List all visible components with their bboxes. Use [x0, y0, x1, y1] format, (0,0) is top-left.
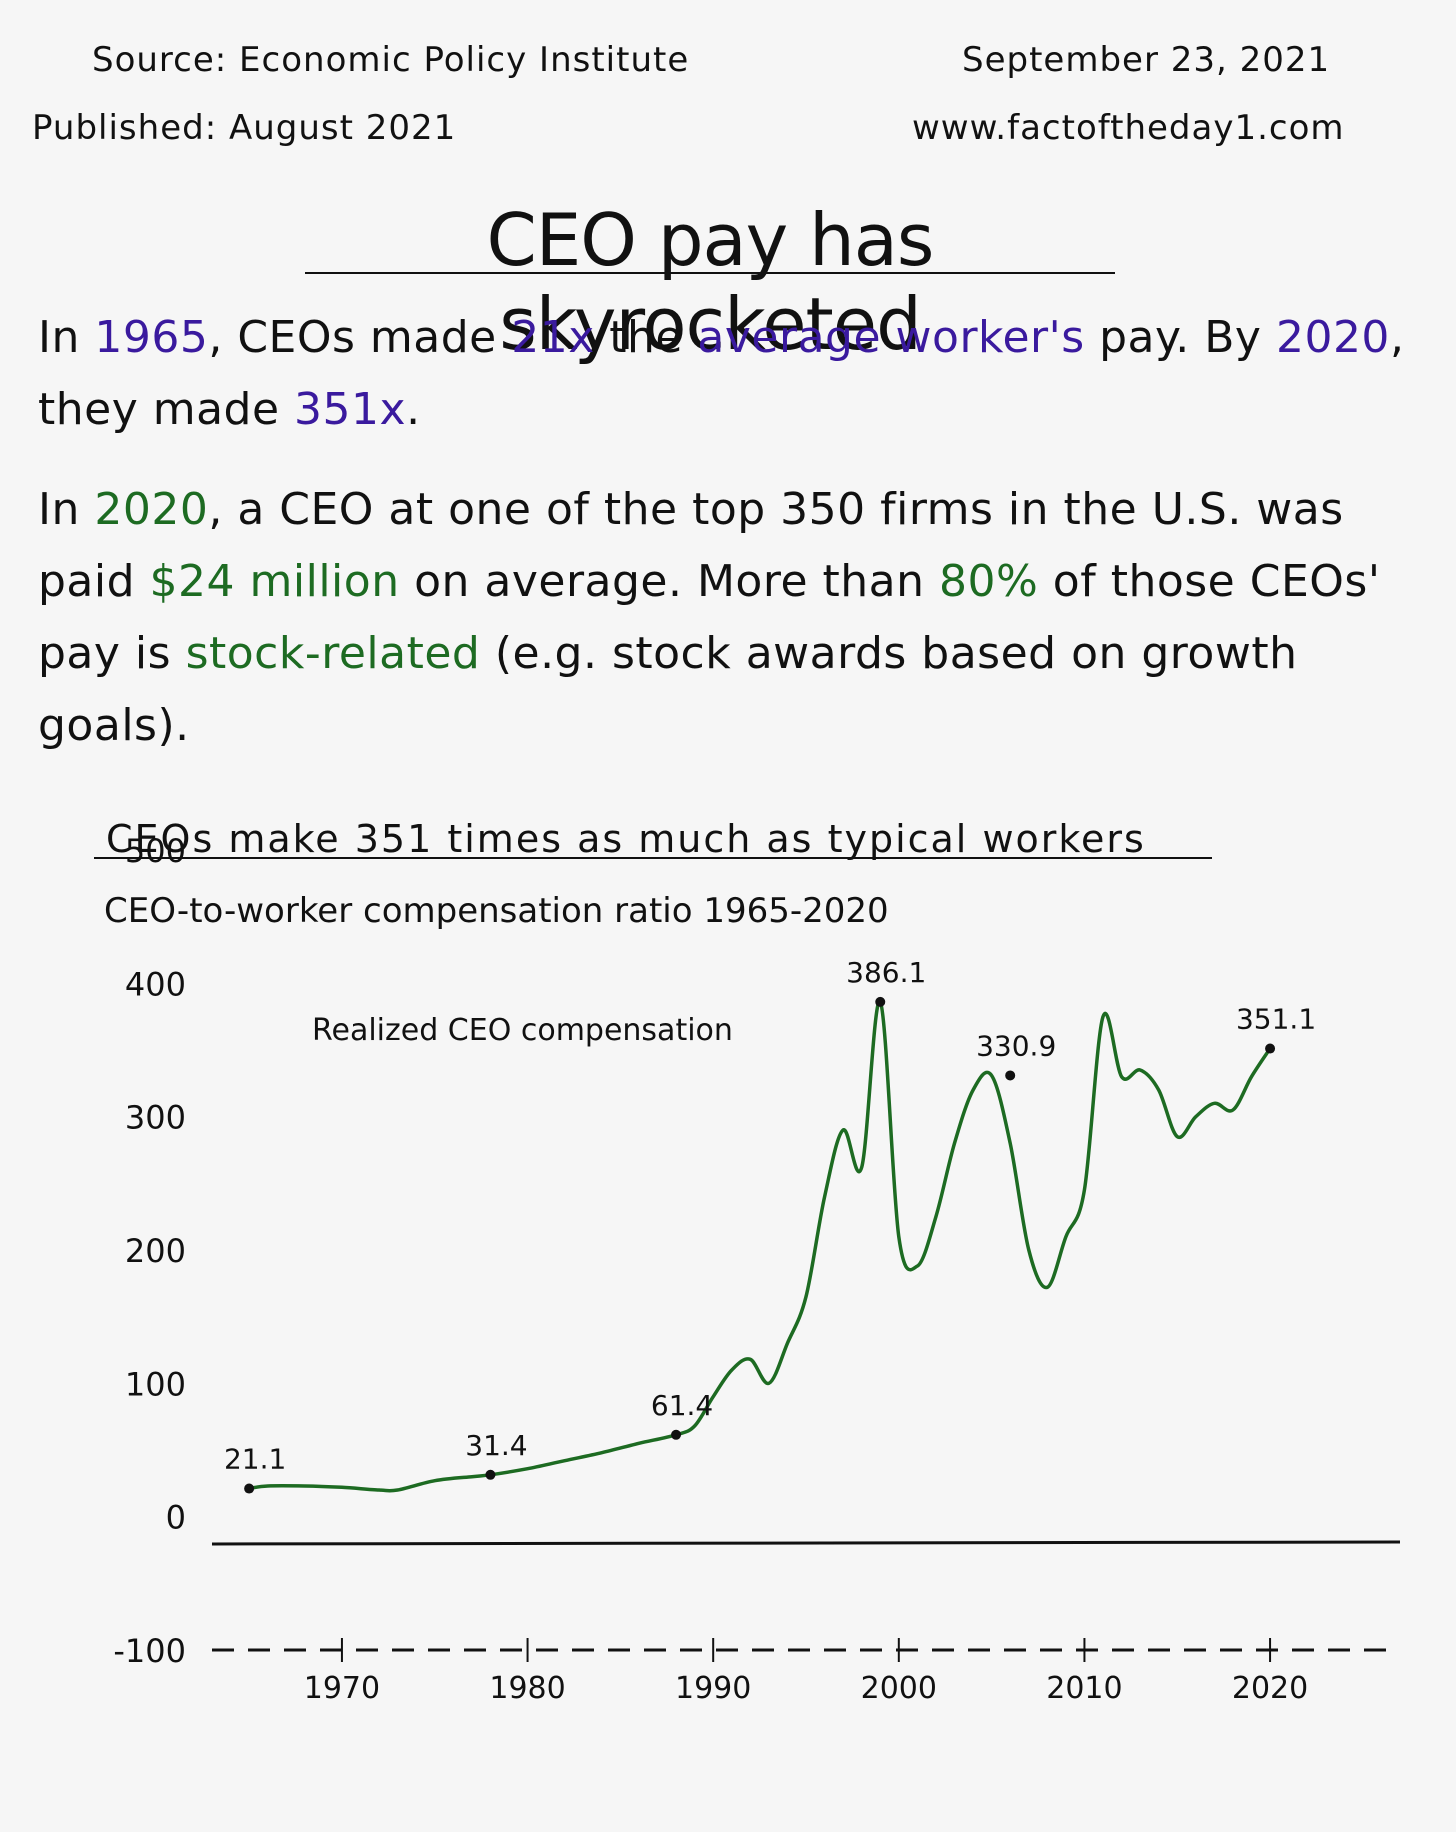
data-label: 330.9 [976, 1029, 1056, 1062]
text-span: In [38, 484, 95, 535]
data-point-marker [244, 1483, 255, 1494]
zero-axis-line [211, 1540, 1401, 1546]
highlight-multiplier-351x: 351x [294, 384, 407, 435]
data-point-marker [1005, 1070, 1016, 1081]
highlight-percent: 80% [939, 556, 1039, 607]
data-point-marker [1265, 1043, 1276, 1054]
website: www.factoftheday1.com [912, 108, 1345, 148]
text-span: (e.g. stock awards based on growth goals… [38, 628, 1298, 751]
data-label: 386.1 [846, 956, 926, 989]
text-span: pay. By [1084, 312, 1276, 363]
highlight-year-1965: 1965 [94, 312, 209, 363]
chart-title: CEOs make 351 times as much as typical w… [106, 817, 1146, 861]
x-tick-label: 2020 [1232, 1671, 1308, 1706]
paragraph-1: In 1965, CEOs made 21x the average worke… [38, 302, 1438, 446]
y-tick-label: 300 [125, 1099, 186, 1137]
y-tick-label: 0 [166, 1499, 186, 1537]
text-span: of those CEOs' pay is [38, 556, 1381, 679]
y-axis: 500 400 300 200 100 0 -100 [113, 832, 186, 1670]
text-span: the [594, 312, 698, 363]
published-value: August 2021 [228, 108, 457, 148]
paragraph-2: In 2020, a CEO at one of the top 350 fir… [38, 474, 1438, 762]
highlight-amount: $24 million [149, 556, 400, 607]
series-line [247, 1000, 1272, 1493]
text-span: , CEOs made [208, 312, 512, 363]
x-axis: 1970 1980 1990 2000 2010 2020 [304, 1638, 1308, 1706]
x-tick-label: 2000 [861, 1671, 937, 1706]
y-tick-label: 500 [125, 832, 186, 870]
y-tick-label: 200 [125, 1232, 186, 1270]
data-label: 61.4 [651, 1389, 713, 1422]
x-tick-label: 1990 [675, 1671, 751, 1706]
text-span: . [406, 384, 421, 435]
x-tick-label: 1970 [304, 1671, 380, 1706]
title-underline [305, 272, 1115, 274]
y-tick-label: -100 [113, 1632, 186, 1670]
page-title: CEO pay has skyrocketed [486, 198, 935, 366]
y-tick-label: 400 [125, 965, 186, 1003]
chart-subtitle: CEO-to-worker compensation ratio 1965-20… [104, 891, 889, 931]
source-label: Source: [92, 40, 228, 80]
x-tick-label: 1980 [489, 1671, 565, 1706]
data-label: 21.1 [224, 1443, 286, 1476]
source-value: Economic Policy Institute [239, 40, 690, 80]
series-label: Realized CEO compensation [312, 1013, 733, 1048]
data-point-marker [671, 1429, 682, 1440]
source-line: Source: Economic Policy Institute [92, 40, 689, 80]
data-point-marker [485, 1469, 496, 1480]
text-span: on average. More than [399, 556, 940, 607]
date: September 23, 2021 [962, 40, 1331, 80]
y-tick-label: 100 [125, 1365, 186, 1403]
highlight-year-2020: 2020 [94, 484, 209, 535]
text-span: In [38, 312, 95, 363]
published-line: Published: August 2021 [32, 108, 456, 148]
highlight-average-worker: average worker's [697, 312, 1085, 363]
text-span: , they made [38, 312, 1405, 435]
highlight-stock-related: stock-related [185, 628, 481, 679]
data-label: 351.1 [1236, 1003, 1316, 1036]
published-label: Published: [32, 108, 218, 148]
text-span: , a CEO at one of the top 350 firms in t… [38, 484, 1344, 607]
data-point-marker [875, 996, 886, 1007]
ceo-ratio-chart: CEOs make 351 times as much as typical w… [94, 817, 1401, 1706]
x-tick-label: 2010 [1046, 1671, 1122, 1706]
data-label: 31.4 [465, 1429, 527, 1462]
highlight-multiplier-21x: 21x [511, 312, 595, 363]
highlight-year-2020: 2020 [1275, 312, 1390, 363]
annotations: 21.1 31.4 61.4 386.1 330.9 351.1 [224, 956, 1316, 1494]
